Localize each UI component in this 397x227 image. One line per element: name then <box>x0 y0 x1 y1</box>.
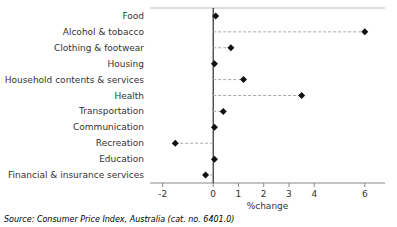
x-tick-label: 0 <box>210 189 216 199</box>
x-tick <box>263 183 264 187</box>
x-axis-label: %change <box>247 201 289 211</box>
source-note: Source: Consumer Price Index, Australia … <box>4 215 234 224</box>
leader-line <box>175 143 213 144</box>
category-label: Transportation <box>78 106 144 116</box>
x-tick-label: 1 <box>236 189 242 199</box>
category-label: Household contents & services <box>5 75 145 85</box>
dot <box>227 44 234 51</box>
plot-area <box>172 12 369 178</box>
chart: Food Alcohol & tobacco Clothing & footwear… <box>0 0 397 227</box>
category-label: Housing <box>107 59 144 69</box>
category-label: Education <box>99 154 144 164</box>
category-label: Health <box>114 91 144 101</box>
leader-line <box>213 79 243 80</box>
x-tick <box>213 183 214 187</box>
dot <box>240 76 247 83</box>
dot <box>361 28 368 35</box>
x-tick-label: -2 <box>158 189 167 199</box>
leader-line <box>213 95 301 96</box>
category-label: Clothing & footwear <box>54 43 144 53</box>
dot <box>211 124 218 131</box>
x-tick <box>238 183 239 187</box>
x-tick <box>314 183 315 187</box>
x-tick <box>288 183 289 187</box>
x-tick-label: 4 <box>311 189 317 199</box>
dot <box>298 92 305 99</box>
frame-top <box>150 8 385 9</box>
dot <box>211 60 218 67</box>
dot <box>211 156 218 163</box>
category-label: Communication <box>73 122 144 132</box>
x-axis-line <box>150 183 385 184</box>
x-tick-label: 3 <box>286 189 292 199</box>
category-label: Food <box>122 11 144 21</box>
category-label: Financial & insurance services <box>8 170 144 180</box>
x-tick-label: 6 <box>362 189 368 199</box>
leader-line <box>213 31 365 32</box>
category-label: Recreation <box>96 138 144 148</box>
x-tick <box>364 183 365 187</box>
dot <box>172 140 179 147</box>
dot <box>212 12 219 19</box>
dot <box>202 172 209 179</box>
dot <box>220 108 227 115</box>
category-label: Alcohol & tobacco <box>63 27 145 37</box>
x-tick-label: 2 <box>261 189 267 199</box>
x-tick <box>162 183 163 187</box>
